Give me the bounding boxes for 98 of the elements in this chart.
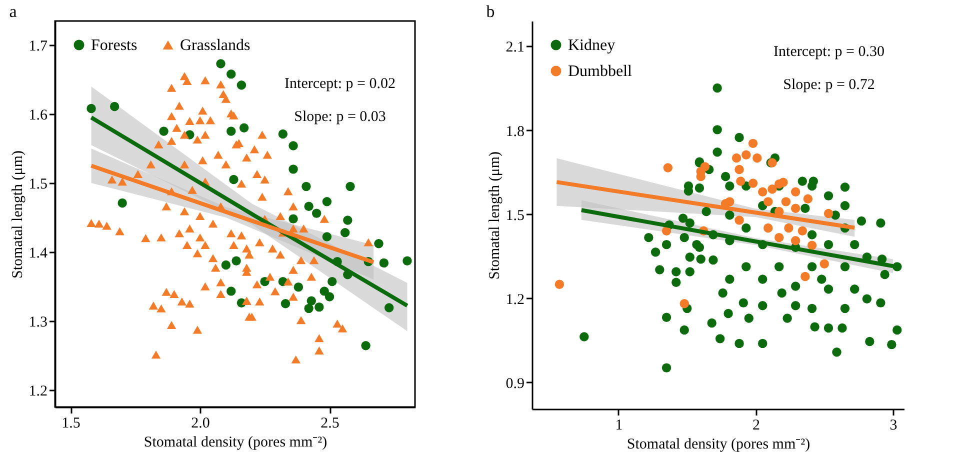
- point: [340, 228, 350, 238]
- point: [554, 280, 564, 289]
- y-tick-label: 1.5: [506, 208, 524, 224]
- point: [402, 256, 412, 266]
- point: [824, 208, 834, 218]
- point: [790, 187, 800, 196]
- point: [784, 223, 794, 233]
- point: [734, 164, 744, 174]
- y-tick-label: 0.9: [506, 376, 524, 392]
- x-tick-label: 2.0: [191, 416, 210, 432]
- point: [304, 304, 314, 314]
- point: [758, 187, 768, 196]
- y-tick-label: 1.2: [28, 383, 48, 400]
- annotation: Slope: p = 0.03: [294, 109, 386, 125]
- x-tick-label: 2.5: [320, 416, 340, 432]
- point: [304, 202, 314, 212]
- point: [216, 59, 226, 68]
- point: [725, 197, 734, 206]
- point: [312, 208, 322, 218]
- y-tick-label: 2.1: [506, 40, 524, 56]
- x-tick-label: 1.5: [62, 416, 80, 432]
- y-tick-label: 1.7: [28, 38, 48, 55]
- y-tick-label: 1.6: [28, 108, 48, 124]
- point: [379, 258, 389, 268]
- point: [752, 153, 762, 163]
- point: [288, 141, 298, 150]
- point: [781, 197, 791, 206]
- point: [734, 216, 744, 225]
- point: [288, 214, 298, 224]
- point: [343, 216, 352, 225]
- point: [768, 184, 777, 194]
- point: [306, 296, 316, 306]
- y-tick-label: 1.4: [28, 245, 48, 262]
- x-axis-title: Stomatal density (pores mm⁻²): [626, 436, 810, 452]
- y-tick-label: 1.5: [28, 176, 48, 192]
- x-tick-label: 2: [752, 418, 760, 434]
- chart-title: a: [9, 2, 18, 21]
- point: [803, 194, 813, 204]
- point: [700, 162, 710, 172]
- point: [748, 138, 758, 148]
- point: [159, 126, 168, 136]
- legend-label: Dumbbell: [568, 63, 633, 80]
- point: [288, 164, 298, 174]
- legend-label: Forests: [91, 37, 138, 54]
- point: [798, 226, 808, 236]
- point: [229, 174, 238, 184]
- point: [800, 272, 810, 282]
- y-tick-label: 1.2: [506, 292, 524, 308]
- point: [322, 196, 332, 206]
- y-axis-title: Stomatal length (μm): [486, 151, 503, 280]
- point: [322, 232, 332, 242]
- point: [278, 129, 288, 139]
- point: [118, 198, 127, 208]
- point: [314, 302, 324, 312]
- y-tick-label: 1.3: [28, 314, 48, 330]
- point: [226, 286, 236, 296]
- annotation: Slope: p = 0.72: [783, 77, 875, 93]
- x-tick-label: 3: [890, 418, 898, 434]
- point: [239, 123, 249, 132]
- point: [280, 299, 290, 308]
- point: [226, 69, 236, 79]
- point: [663, 163, 673, 172]
- point: [748, 178, 758, 188]
- point: [763, 223, 773, 233]
- point: [346, 182, 355, 192]
- point: [807, 240, 817, 250]
- point: [226, 126, 236, 136]
- point: [820, 259, 829, 268]
- legend-label: Grasslands: [180, 37, 250, 54]
- point: [790, 204, 800, 214]
- point: [736, 176, 746, 186]
- point: [774, 232, 784, 242]
- x-axis-title: Stomatal density (pores mm⁻²): [144, 434, 328, 450]
- point: [324, 292, 334, 302]
- annotation: Intercept: p = 0.30: [774, 44, 884, 60]
- point: [790, 236, 800, 246]
- point: [232, 256, 241, 266]
- point: [302, 182, 311, 192]
- legend-label: Kidney: [568, 37, 616, 54]
- y-tick-label: 1.8: [506, 124, 524, 140]
- y-axis-title: Stomatal length (μm): [10, 150, 26, 279]
- point: [763, 197, 773, 206]
- x-tick-label: 1: [615, 418, 623, 434]
- point: [221, 260, 231, 270]
- point: [732, 153, 742, 163]
- point: [86, 104, 96, 114]
- point: [236, 80, 246, 90]
- point: [742, 150, 751, 160]
- point: [680, 299, 689, 308]
- point: [384, 303, 394, 312]
- point: [294, 282, 304, 292]
- annotation: Intercept: p = 0.02: [284, 76, 396, 92]
- chart-title: b: [486, 2, 495, 21]
- point: [374, 239, 384, 248]
- point: [328, 276, 337, 286]
- point: [361, 341, 370, 350]
- point: [778, 178, 788, 187]
- point: [110, 102, 120, 112]
